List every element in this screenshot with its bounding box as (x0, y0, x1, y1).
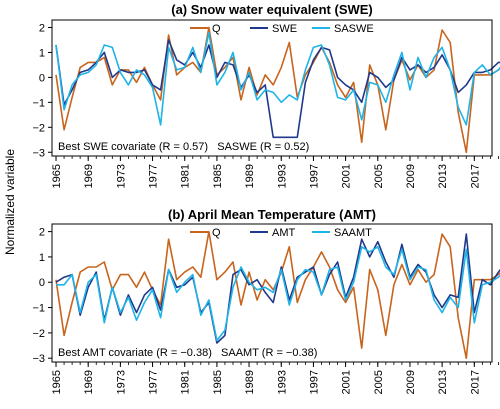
x-tick-label: 1997 (308, 164, 320, 188)
chart-title: (a) Snow water equivalent (SWE) (171, 2, 373, 17)
x-tick-label: 2013 (437, 164, 449, 188)
x-tick-label: 1977 (148, 164, 160, 188)
x-tick-label: 2005 (373, 370, 385, 394)
x-tick-label: 2009 (405, 164, 417, 188)
y-tick-label: 0 (39, 277, 45, 289)
y-tick-label: 0 (39, 72, 45, 84)
y-axis-label: Normalized variable (3, 149, 17, 255)
panel-amt: (b) April Mean Temperature (AMT) −3 −2 −1 0 1… (32, 207, 500, 394)
series-line-q (55, 26, 500, 154)
y-tick-label: −2 (32, 122, 45, 134)
x-tick-label: 1973 (115, 164, 127, 188)
y-tick-label: 2 (39, 22, 45, 34)
x-tick-label: 1977 (148, 370, 160, 394)
y-tick-label: −3 (32, 147, 45, 159)
x-tick-label: 1969 (83, 164, 95, 188)
y-tick-label: −2 (32, 328, 45, 340)
x-tick-label: 1989 (244, 164, 256, 188)
y-tick-label: −1 (32, 303, 45, 315)
x-tick-label: 1965 (51, 370, 63, 394)
x-tick-label: 1985 (212, 370, 224, 394)
annotation-text: Best SWE covariate (R = 0.57) SASWE (R =… (58, 141, 309, 153)
x-tick-label: 2001 (341, 164, 353, 188)
x-tick-label: 2017 (469, 164, 481, 188)
x-tick-label: 1997 (308, 370, 320, 394)
series-line-saamt (56, 246, 500, 342)
chart-title: (b) April Mean Temperature (AMT) (168, 207, 376, 222)
legend-label-saswe: SASWE (334, 23, 374, 35)
y-tick-label: −3 (32, 353, 45, 365)
x-tick-label: 1965 (51, 164, 63, 188)
legend-label-q: Q (212, 23, 221, 35)
series-line-saswe (55, 31, 500, 126)
series-line-swe (55, 39, 500, 139)
x-tick-label: 2013 (437, 370, 449, 394)
legend-label-q: Q (212, 227, 221, 239)
x-tick-label: 1993 (276, 164, 288, 188)
x-tick-label: 1981 (180, 164, 192, 188)
y-tick-label: 2 (39, 227, 45, 239)
y-tick-label: 1 (39, 47, 45, 59)
x-tick-label: 2017 (469, 370, 481, 394)
x-tick-label: 1985 (212, 164, 224, 188)
x-tick-label: 2005 (373, 164, 385, 188)
y-tick-label: 1 (39, 252, 45, 264)
panel-swe: (a) Snow water equivalent (SWE) −3 −2 −1 0 1 2… (32, 2, 500, 188)
plot-frame (51, 223, 493, 363)
series-line-amt (55, 233, 500, 344)
x-tick-label: 2001 (341, 370, 353, 394)
legend-label-saamt: SAAMT (334, 227, 372, 239)
x-tick-label: 1973 (115, 370, 127, 394)
legend-label-swe: SWE (272, 23, 297, 35)
series-line-q (55, 230, 500, 360)
x-tick-label: 1993 (276, 370, 288, 394)
y-tick-label: −1 (32, 97, 45, 109)
x-tick-label: 1969 (83, 370, 95, 394)
x-tick-label: 1989 (244, 370, 256, 394)
legend-label-amt: AMT (272, 227, 296, 239)
x-tick-label: 2009 (405, 370, 417, 394)
annotation-text: Best AMT covariate (R = −0.38) SAAMT (R … (58, 347, 317, 359)
plot-frame (51, 19, 493, 157)
x-tick-label: 1981 (180, 370, 192, 394)
